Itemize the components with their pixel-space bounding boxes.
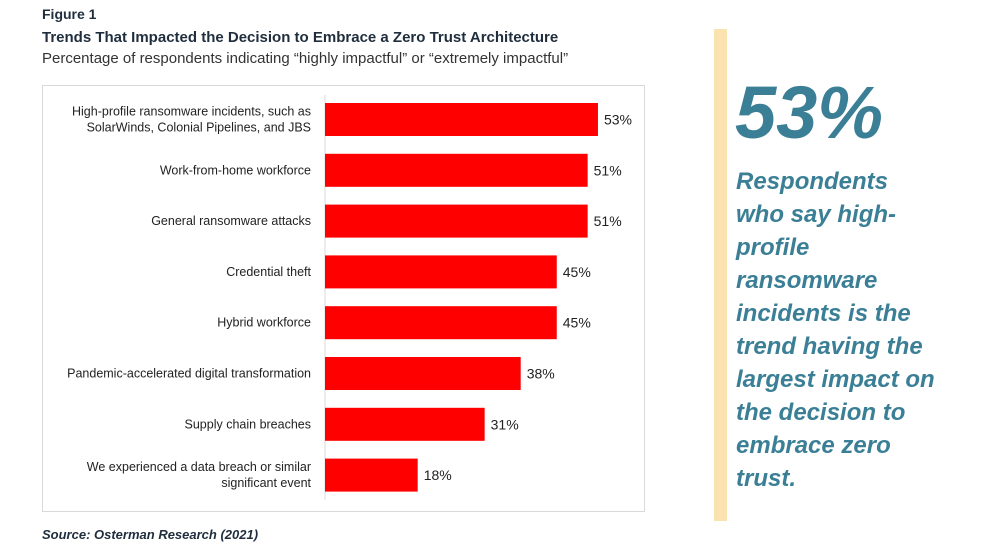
source-note: Source: Osterman Research (2021): [42, 527, 259, 542]
bar: [325, 204, 588, 238]
callout-number: 53%: [735, 71, 884, 154]
category-label: Hybrid workforce: [217, 316, 311, 330]
category-label-line: Hybrid workforce: [217, 316, 311, 330]
figure-label: Figure 1: [42, 6, 97, 22]
category-label-line: significant event: [221, 476, 311, 490]
bar: [325, 103, 598, 136]
bar: [325, 255, 557, 289]
category-label: Pandemic-accelerated digital transformat…: [67, 367, 311, 381]
category-label-line: High-profile ransomware incidents, such …: [72, 105, 311, 119]
data-label: 45%: [563, 264, 591, 280]
category-label: Work-from-home workforce: [160, 163, 311, 177]
category-label: We experienced a data breach or similar s…: [87, 460, 312, 490]
bar: [325, 153, 588, 187]
category-label-line: We experienced a data breach or similar: [87, 460, 311, 474]
bar: [325, 357, 521, 390]
category-label: Credential theft: [226, 265, 311, 279]
category-label-line: SolarWinds, Colonial Pipelines, and JBS: [87, 121, 311, 135]
category-label-line: Work-from-home workforce: [160, 163, 311, 177]
category-label-line: Supply chain breaches: [185, 417, 311, 431]
data-label: 51%: [594, 162, 622, 178]
data-label: 38%: [527, 366, 555, 382]
bar: [325, 407, 485, 441]
data-label: 51%: [594, 213, 622, 229]
bar-chart: 53% High-profile ransomware incidents, su…: [67, 95, 632, 500]
bar: [325, 306, 557, 340]
data-label: 31%: [491, 416, 519, 432]
category-label: General ransomware attacks: [151, 214, 311, 228]
data-label: 18%: [424, 467, 452, 483]
category-label: Supply chain breaches: [185, 417, 311, 431]
figure-subtitle: Percentage of respondents indicating “hi…: [42, 50, 569, 67]
figure-title: Trends That Impacted the Decision to Emb…: [42, 29, 559, 46]
data-label: 45%: [563, 315, 591, 331]
chart-frame: 53% High-profile ransomware incidents, su…: [42, 85, 645, 512]
divider-bar: [714, 29, 727, 521]
category-label-line: General ransomware attacks: [151, 214, 311, 228]
data-label: 53%: [604, 112, 632, 128]
bar: [325, 458, 418, 492]
category-label-line: Credential theft: [226, 265, 311, 279]
category-label: High-profile ransomware incidents, such …: [72, 105, 311, 135]
callout-text: Respondents who say high-profile ransomw…: [736, 168, 935, 492]
category-label-line: Pandemic-accelerated digital transformat…: [67, 367, 311, 381]
